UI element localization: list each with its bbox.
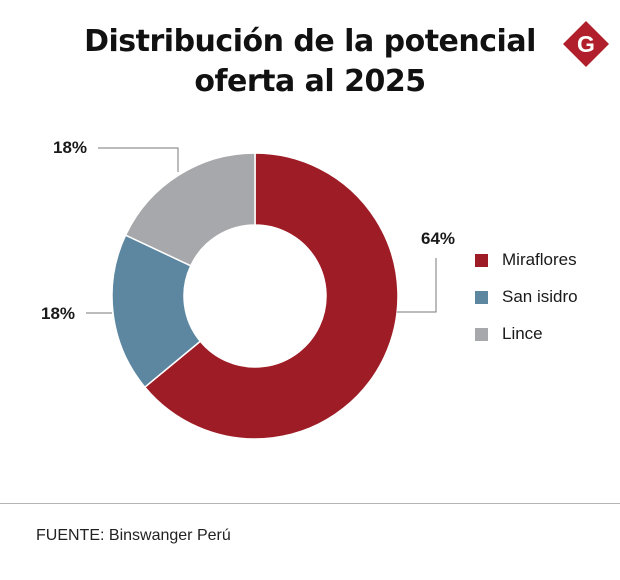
legend-swatch (475, 327, 488, 341)
data-label-san-isidro: 18% (41, 304, 75, 323)
brand-logo-icon: G (563, 21, 609, 67)
legend-swatch (475, 290, 488, 304)
chart-title: Distribución de la potencial oferta al 2… (40, 22, 580, 102)
leader-line-miraflores (397, 258, 437, 313)
legend-item-san-isidro: San isidro (475, 285, 578, 309)
chart-title-line-1: Distribución de la potencial (84, 24, 536, 59)
legend-item-miraflores: Miraflores (475, 248, 578, 272)
slice-lince (124, 152, 256, 267)
leader-line-lince (98, 147, 179, 172)
data-label-lince: 18% (53, 138, 87, 157)
footer-divider (0, 503, 620, 504)
slice-san-isidro (111, 234, 202, 389)
brand-logo-letter: G (577, 31, 595, 57)
data-label-miraflores: 64% (421, 229, 455, 248)
chart-legend: Miraflores San isidro Lince (475, 248, 578, 359)
donut-chart: 64% 18% 18% (41, 138, 455, 440)
legend-label: San isidro (502, 287, 578, 306)
brand-logo-diamond (563, 21, 609, 67)
chart-title-line-2: oferta al 2025 (194, 64, 426, 99)
legend-swatch (475, 253, 488, 267)
legend-item-lince: Lince (475, 322, 578, 346)
legend-label: Lince (502, 324, 543, 343)
legend-label: Miraflores (502, 250, 577, 269)
slice-miraflores (143, 152, 399, 440)
source-note: FUENTE: Binswanger Perú (36, 527, 231, 544)
